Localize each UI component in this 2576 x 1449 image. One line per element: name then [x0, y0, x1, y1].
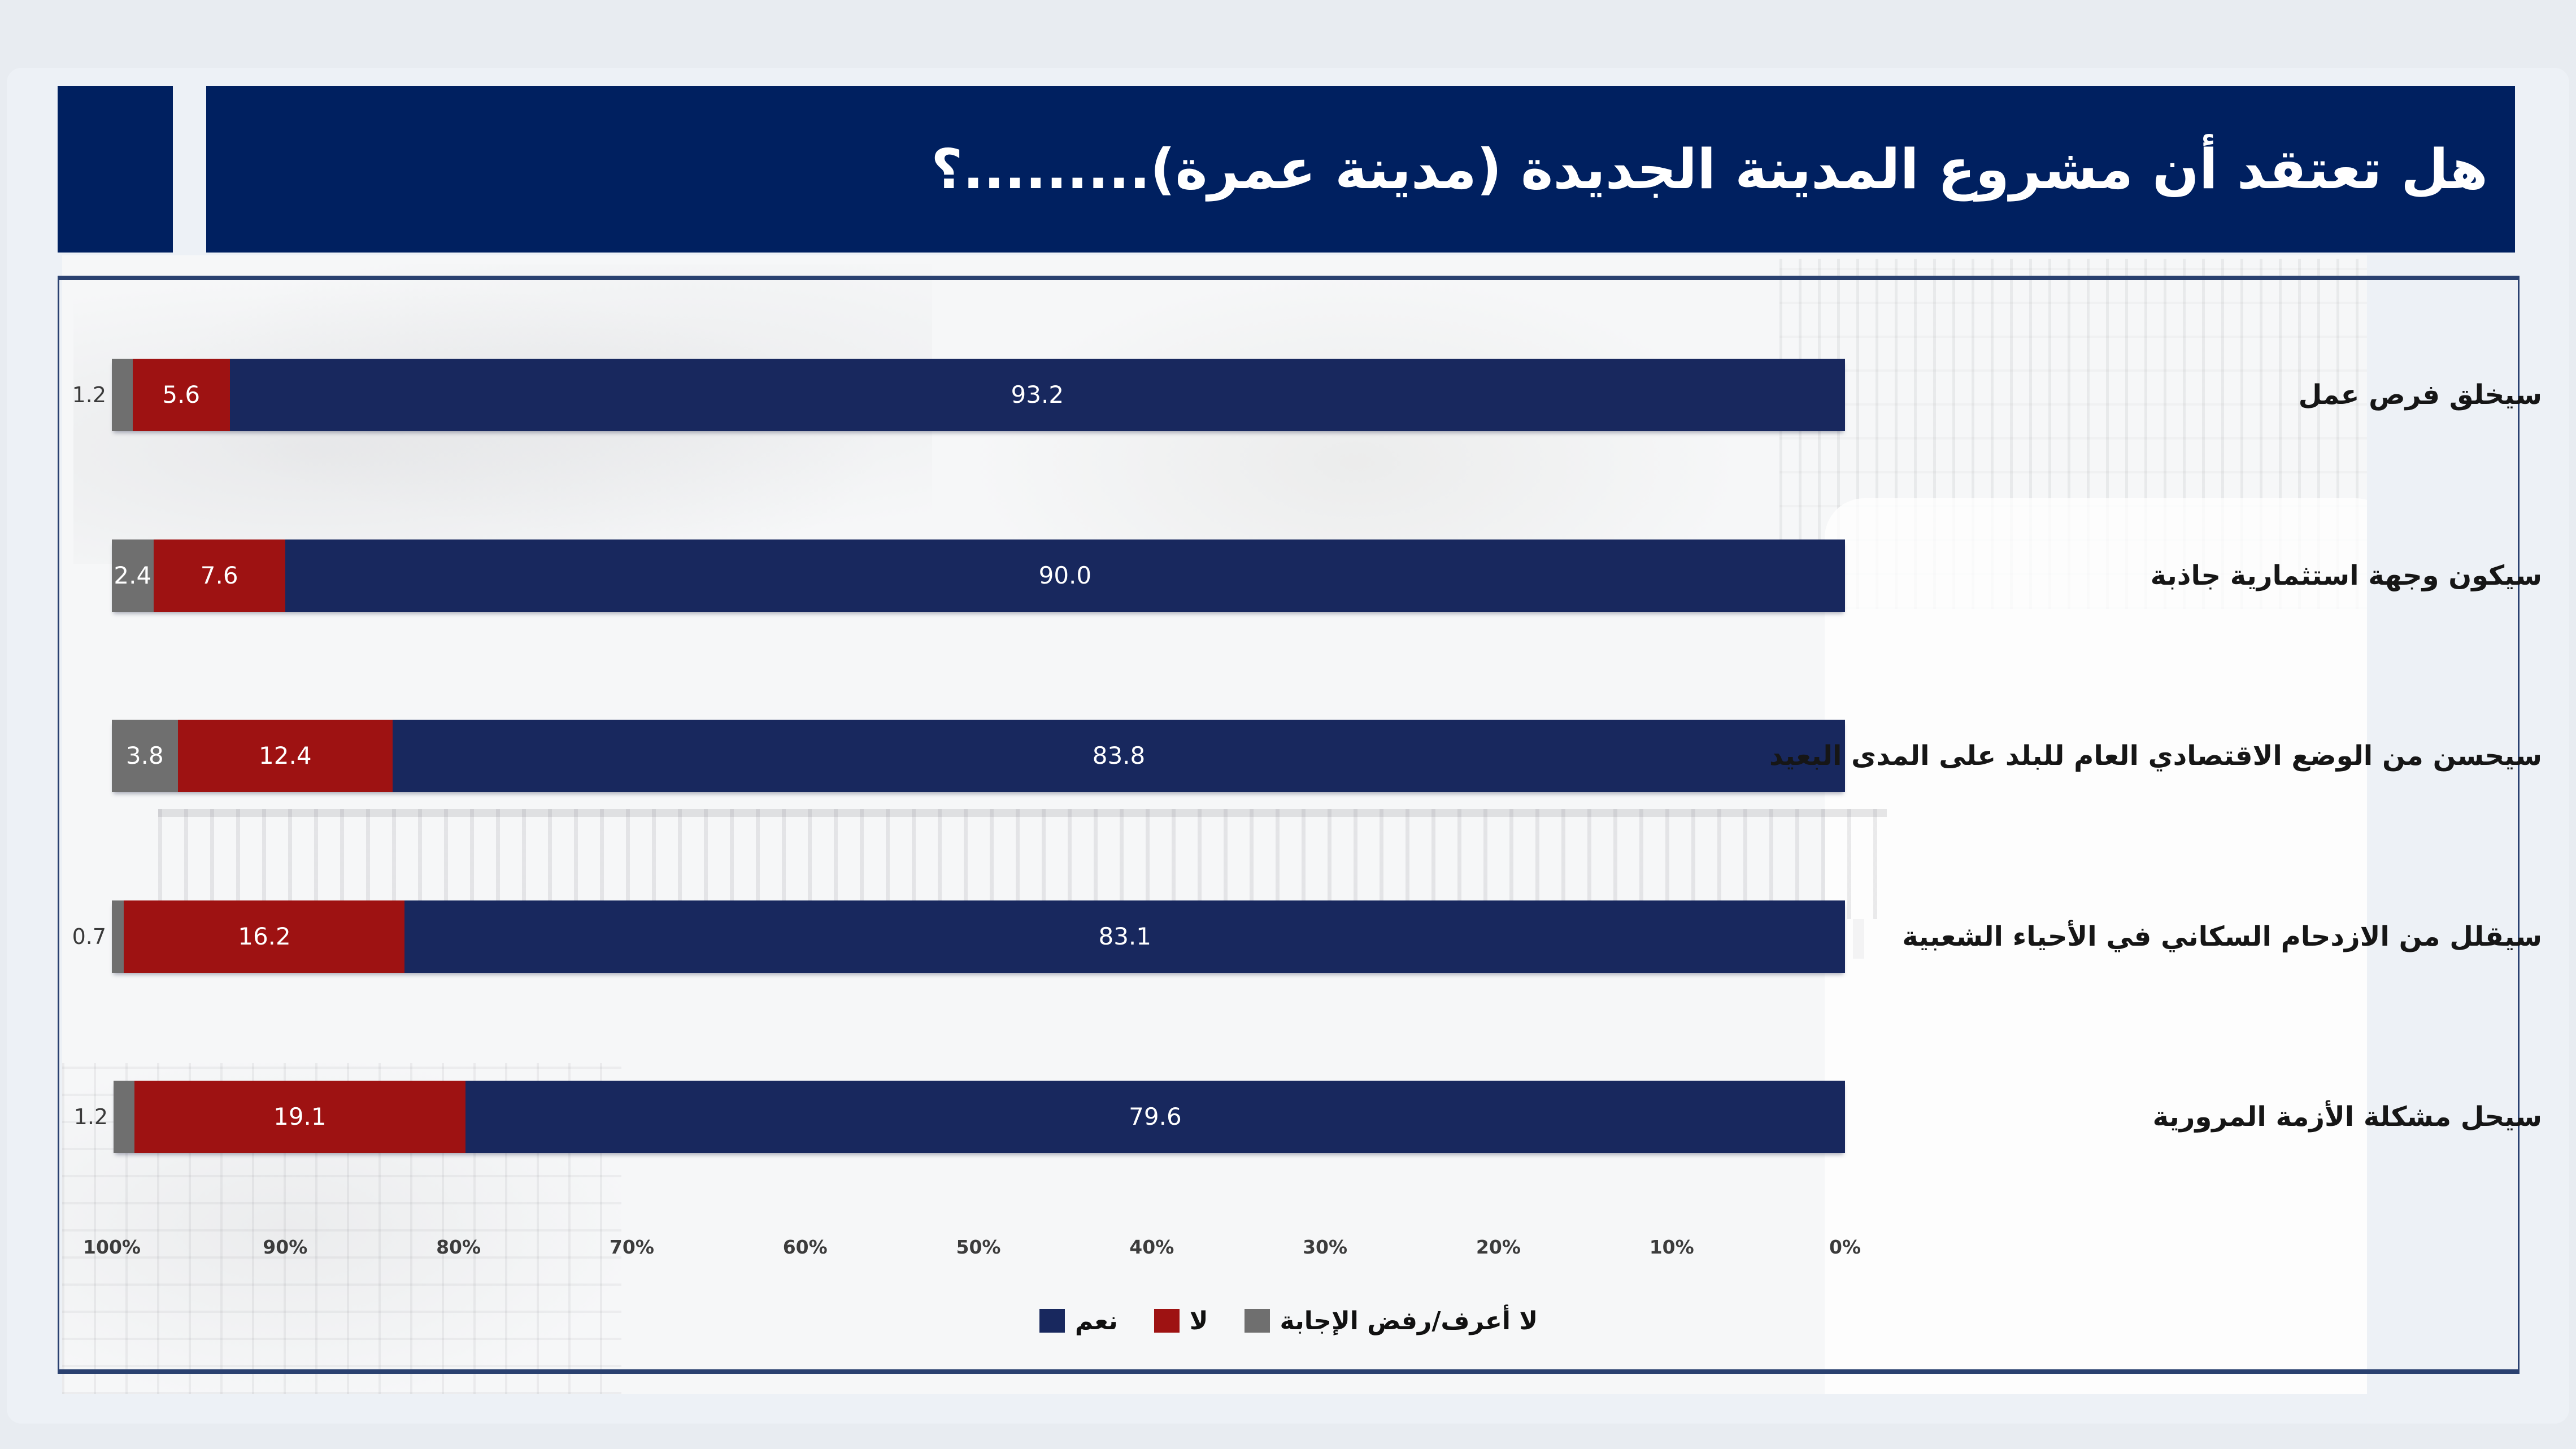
bar-segment-red: 7.6 — [153, 539, 285, 612]
bar-segment-navy: 93.2 — [229, 359, 1845, 431]
x-tick-label: 60% — [782, 1236, 828, 1258]
legend-swatch-red — [1154, 1309, 1180, 1333]
legend-label: لا — [1189, 1306, 1208, 1335]
value-label: 12.4 — [259, 742, 312, 769]
value-label: 2.4 — [114, 561, 152, 589]
x-tick-label: 90% — [263, 1236, 308, 1258]
x-tick-label: 70% — [609, 1236, 654, 1258]
title-banner: هل تعتقد أن مشروع المدينة الجديدة (مدينة… — [206, 86, 2515, 253]
x-tick-label: 0% — [1829, 1236, 1861, 1258]
category-label: سيكون وجهة استثمارية جاذبة — [2150, 559, 2542, 591]
legend-swatch-navy — [1039, 1309, 1065, 1333]
x-tick-label: 40% — [1129, 1236, 1174, 1258]
value-label: 83.8 — [1092, 742, 1146, 769]
legend: نعم لا لا أعرف/رفض الإجابة — [59, 1304, 2518, 1338]
bar-segment-gray: 2.4 — [112, 539, 154, 612]
value-label: 93.2 — [1011, 381, 1064, 408]
category-label: سيقلل من الازدحام السكاني في الأحياء الش… — [1902, 920, 2542, 952]
x-tick-label: 80% — [436, 1236, 481, 1258]
value-label: 7.6 — [200, 561, 238, 589]
value-label: 79.6 — [1129, 1103, 1182, 1130]
title-accent-square — [58, 86, 173, 253]
value-label: 5.6 — [162, 381, 201, 408]
value-label-outside: 0.7 — [72, 924, 106, 949]
bar-segment-navy: 83.1 — [404, 900, 1845, 973]
bar-row: 16.2 83.1 — [112, 900, 1845, 973]
legend-label: لا أعرف/رفض الإجابة — [1280, 1306, 1538, 1335]
category-label: سيحل مشكلة الأزمة المرورية — [2152, 1101, 2542, 1133]
bar-segment-red: 19.1 — [134, 1081, 465, 1153]
legend-swatch-gray — [1244, 1309, 1270, 1333]
bar-segment-gray — [112, 900, 124, 973]
chart-box: 1.2 5.6 93.2 2.4 7.6 90.0 3.8 12.4 83.8 0.7 16.2 83… — [58, 276, 2542, 1374]
value-label: 90.0 — [1038, 561, 1092, 589]
legend-item: لا — [1154, 1307, 1208, 1335]
category-label: سيخلق فرص عمل — [2298, 379, 2542, 411]
legend-item: نعم — [1039, 1307, 1118, 1335]
x-tick-label: 100% — [83, 1236, 141, 1258]
bar-segment-red: 16.2 — [124, 900, 405, 973]
value-label: 19.1 — [273, 1103, 327, 1130]
bar-segment-gray — [114, 1081, 134, 1153]
bar-segment-gray — [112, 359, 133, 431]
value-label-outside: 1.2 — [73, 1104, 108, 1129]
x-tick-label: 30% — [1303, 1236, 1348, 1258]
bar-segment-navy: 90.0 — [285, 539, 1845, 612]
bar-row: 5.6 93.2 — [112, 359, 1845, 431]
value-label: 83.1 — [1098, 922, 1151, 950]
legend-label: نعم — [1074, 1306, 1118, 1335]
x-tick-label: 10% — [1649, 1236, 1694, 1258]
bar-segment-gray: 3.8 — [112, 720, 178, 792]
plot-area: 1.2 5.6 93.2 2.4 7.6 90.0 3.8 12.4 83.8 0.7 16.2 83… — [59, 280, 2518, 1369]
value-label-outside: 1.2 — [72, 382, 106, 407]
bar-row: 19.1 79.6 — [114, 1081, 1845, 1153]
bar-segment-red: 12.4 — [177, 720, 393, 792]
background-photo-rounded-panel — [1825, 498, 2367, 1394]
bar-segment-navy: 79.6 — [465, 1081, 1845, 1153]
x-tick-label: 50% — [956, 1236, 1001, 1258]
bar-segment-navy: 83.8 — [393, 720, 1845, 792]
value-label: 16.2 — [238, 922, 291, 950]
bar-segment-red: 5.6 — [132, 359, 230, 431]
bar-row: 2.4 7.6 90.0 — [112, 539, 1845, 612]
x-tick-label: 20% — [1476, 1236, 1521, 1258]
page-title: هل تعتقد أن مشروع المدينة الجديدة (مدينة… — [931, 137, 2488, 201]
value-label: 3.8 — [125, 742, 164, 769]
category-label: سيحسن من الوضع الاقتصادي العام للبلد على… — [1769, 740, 2542, 772]
bar-row: 3.8 12.4 83.8 — [112, 720, 1845, 792]
legend-item: لا أعرف/رفض الإجابة — [1244, 1306, 1538, 1335]
